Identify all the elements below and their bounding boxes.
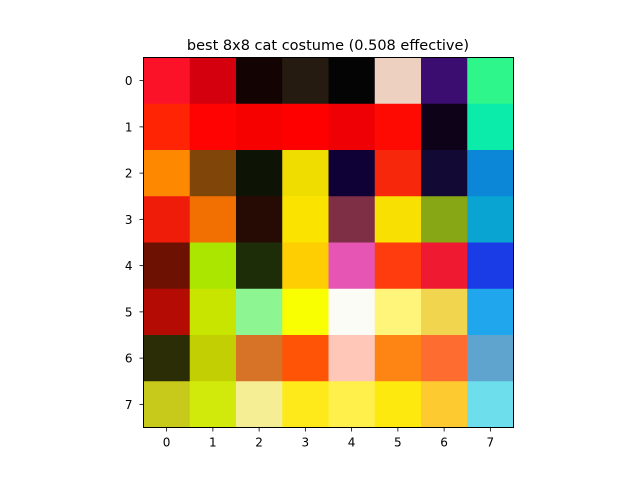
heatmap-cell-r3-c5 [374,196,422,243]
heatmap-cell-r6-c6 [421,335,468,382]
heatmap-cell-r6-c1 [189,335,237,382]
heatmap-cell-r3-c4 [328,196,376,243]
heatmap-cell-r0-c5 [374,57,422,105]
heatmap-cell-r0-c2 [236,57,283,105]
heatmap-cell-r4-c6 [421,242,468,290]
heatmap-cell-r5-c2 [236,288,283,336]
heatmap-cell-r0-c3 [282,57,329,105]
x-tick-label: 4 [348,436,356,450]
x-tick-label: 5 [394,436,402,450]
heatmap-cell-r4-c5 [374,242,422,290]
heatmap-cell-r2-c4 [328,150,376,197]
heatmap-cell-r1-c2 [236,103,283,151]
y-tick-label: 0 [125,74,133,88]
heatmap-cell-r6-c3 [282,335,329,382]
heatmap-cell-r0-c0 [143,57,191,105]
heatmap-cell-r7-c3 [282,381,329,428]
heatmap-cell-r1-c5 [374,103,422,151]
heatmap-cell-r1-c3 [282,103,329,151]
heatmap-cell-r7-c1 [189,381,237,428]
heatmap-cell-r4-c2 [236,242,283,290]
heatmap-cell-r1-c1 [189,103,237,151]
heatmap-cell-r6-c5 [374,335,422,382]
heatmap-cell-r2-c5 [374,150,422,197]
heatmap-cell-r4-c4 [328,242,376,290]
heatmap-cell-r6-c4 [328,335,376,382]
heatmap-cell-r0-c1 [189,57,237,105]
heatmap-cell-r3-c1 [189,196,237,243]
heatmap-cell-r5-c1 [189,288,237,336]
heatmap-cell-r2-c0 [143,150,191,197]
x-tick-label: 1 [209,436,217,450]
heatmap-cell-r4-c3 [282,242,329,290]
y-tick-label: 2 [125,167,133,181]
heatmap-cell-r1-c7 [467,103,514,151]
heatmap-cell-r7-c6 [421,381,468,428]
heatmap-cell-r6-c7 [467,335,514,382]
heatmap-cell-r2-c1 [189,150,237,197]
heatmap-cell-r4-c0 [143,242,191,290]
heatmap-cell-r2-c3 [282,150,329,197]
heatmap-cells [143,57,514,428]
x-tick-label: 2 [255,436,263,450]
x-tick-label: 7 [487,436,495,450]
heatmap-cell-r3-c3 [282,196,329,243]
heatmap-cell-r5-c6 [421,288,468,336]
heatmap-cell-r6-c2 [236,335,283,382]
heatmap-cell-r0-c7 [467,57,514,105]
heatmap-cell-r7-c2 [236,381,283,428]
heatmap-cell-r1-c0 [143,103,191,151]
heatmap-cell-r1-c6 [421,103,468,151]
heatmap-cell-r2-c7 [467,150,514,197]
y-tick-label: 7 [125,398,133,412]
y-axis: 0 1 2 3 4 5 6 7 [125,74,144,412]
x-tick-label: 0 [163,436,171,450]
y-tick-label: 5 [125,305,133,319]
y-tick-label: 4 [125,259,133,273]
x-tick-label: 3 [302,436,310,450]
plot-frame [143,57,514,428]
y-tick-label: 3 [125,213,133,227]
y-tick-label: 1 [125,120,133,134]
heatmap-cell-r3-c2 [236,196,283,243]
chart-title: best 8x8 cat costume (0.508 effective) [187,38,469,54]
heatmap-cell-r6-c0 [143,335,191,382]
y-tick-label: 6 [125,352,133,366]
heatmap-cell-r5-c4 [328,288,376,336]
heatmap-cell-r2-c6 [421,150,468,197]
heatmap-cell-r5-c3 [282,288,329,336]
heatmap-cell-r2-c2 [236,150,283,197]
heatmap-cell-r3-c7 [467,196,514,243]
heatmap-cell-r7-c4 [328,381,376,428]
heatmap-cell-r5-c0 [143,288,191,336]
x-axis: 0 1 2 3 4 5 6 7 [163,427,495,450]
heatmap-cell-r1-c4 [328,103,376,151]
heatmap-cell-r5-c7 [467,288,514,336]
heatmap-cell-r3-c0 [143,196,191,243]
x-tick-label: 6 [440,436,448,450]
heatmap-cell-r0-c4 [328,57,376,105]
heatmap-cell-r7-c5 [374,381,422,428]
heatmap-cell-r0-c6 [421,57,468,105]
heatmap-cell-r4-c7 [467,242,514,290]
heatmap-cell-r3-c6 [421,196,468,243]
heatmap-cell-r7-c7 [467,381,514,428]
heatmap-cell-r5-c5 [374,288,422,336]
heatmap-cell-r4-c1 [189,242,237,290]
heatmap-cell-r7-c0 [143,381,191,428]
